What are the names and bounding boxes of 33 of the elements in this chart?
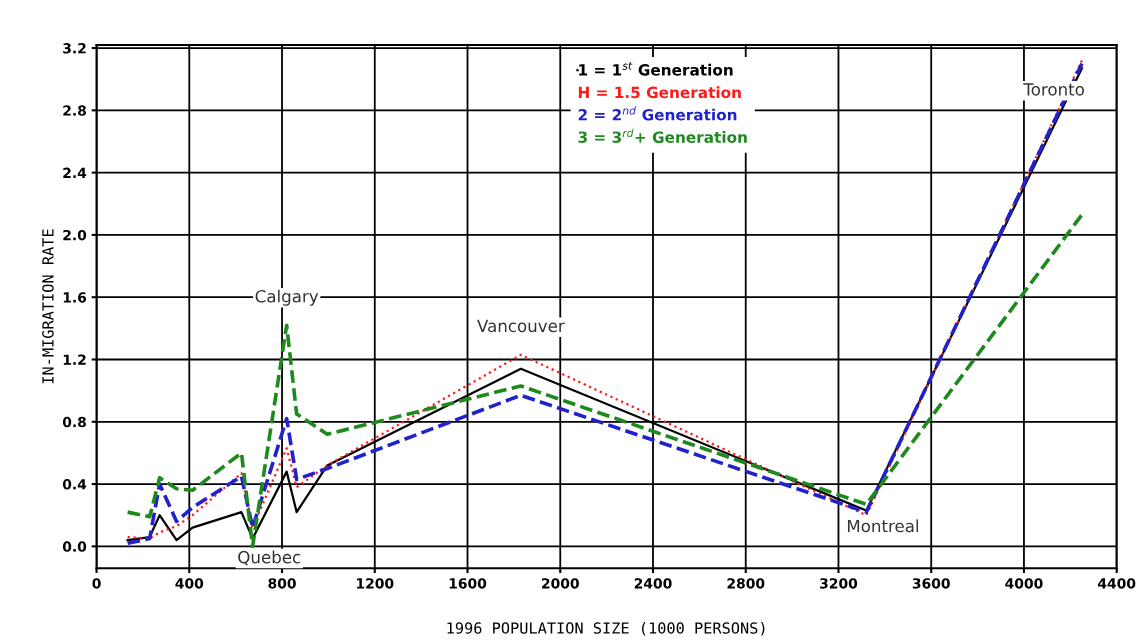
y-tick-label: 2.0 xyxy=(63,229,87,241)
text: 2 = 2$^{nd}$ Generation xyxy=(578,106,737,121)
y-axis-title: IN-MIGRATION RATE xyxy=(42,229,54,384)
x-tick-label: 2400 xyxy=(634,578,672,589)
y-tick-label: 2.4 xyxy=(63,167,87,178)
legend-label: 1 = 1$^{st}$ Generation xyxy=(579,62,733,76)
x-tick-label: 4400 xyxy=(1097,578,1136,589)
x-tick-label: 3600 xyxy=(912,578,950,589)
y-tick-label: 1.6 xyxy=(63,292,87,303)
x-tick-label: 2000 xyxy=(542,578,579,589)
x-tick-label: 3200 xyxy=(820,578,858,589)
line-series xyxy=(125,212,1084,549)
text: H = 1.5 Generation xyxy=(578,86,741,99)
x-axis-title: 1996 POPULATION SIZE (1000 PERSONS) xyxy=(447,621,765,636)
x-tick-label: 2800 xyxy=(727,578,765,589)
y-tick-label: 0.4 xyxy=(62,479,87,490)
y-tick-label: 0.0 xyxy=(62,541,87,552)
x-tick-label: 4000 xyxy=(1005,578,1043,589)
y-tick-label: 3.2 xyxy=(63,43,86,54)
x-tick-label: 1200 xyxy=(357,578,394,589)
y-tick-label: 2.8 xyxy=(63,105,86,116)
annotation: Montreal xyxy=(847,519,919,533)
text: 3 = 3$^{rd}$+ Generation xyxy=(578,128,747,143)
x-tick-label: 800 xyxy=(268,578,296,589)
annotation: Calgary xyxy=(255,289,319,306)
x-tick-label: 400 xyxy=(175,578,204,589)
annotation: Toronto xyxy=(1023,83,1084,96)
annotation: Vancouver xyxy=(477,319,565,333)
y-tick-label: 0.8 xyxy=(62,416,86,428)
x-tick-label: 1600 xyxy=(449,578,487,589)
annotation: Quebec xyxy=(238,550,301,566)
y-tick-label: 1.2 xyxy=(63,354,86,365)
x-tick-label: 0 xyxy=(92,578,101,589)
